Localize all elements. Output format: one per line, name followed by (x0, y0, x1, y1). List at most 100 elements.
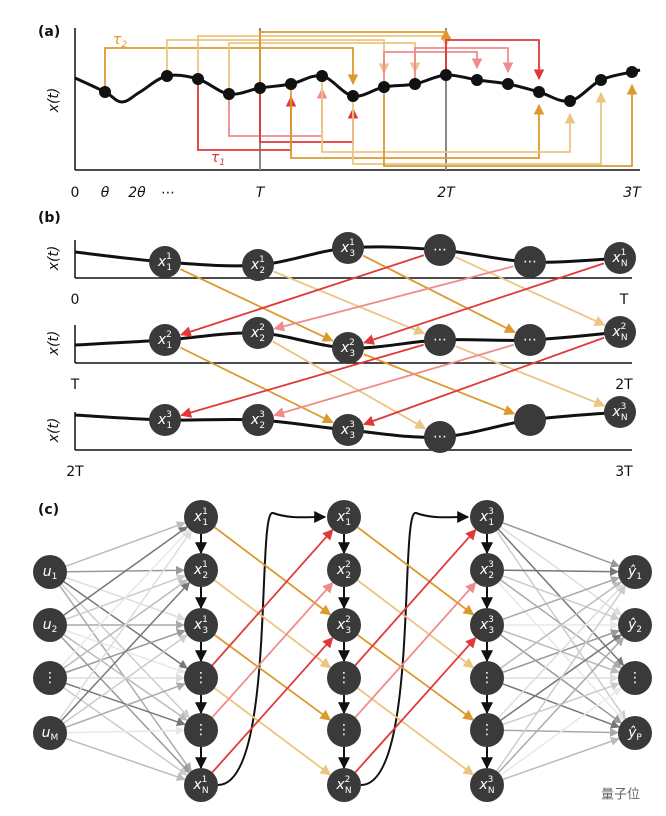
label-part: x (335, 777, 345, 793)
arrow (500, 687, 622, 776)
arrow (211, 636, 334, 773)
node-label: x2 3 (336, 615, 351, 636)
arrow (502, 522, 620, 568)
label-part: ŷ (627, 617, 637, 633)
label-part: 2 (52, 625, 58, 635)
label-part: x (340, 340, 350, 356)
label-part: 3 (488, 507, 494, 517)
node-label: x1 N (611, 248, 627, 269)
label-part: 3 (202, 626, 208, 636)
node-label: x1 2 (250, 255, 265, 276)
node (242, 404, 274, 436)
arrow (214, 579, 332, 669)
arrow (259, 88, 359, 143)
arrow (61, 528, 190, 667)
label-part: 3 (488, 615, 494, 625)
label-part: 1 (166, 341, 172, 351)
node-label: x3 2 (479, 560, 494, 581)
x-tick-label: 2T (437, 185, 456, 201)
label-part: u (43, 617, 52, 633)
sample-dot (440, 69, 452, 81)
arrow (500, 581, 622, 669)
node-label: ⋯ (523, 254, 537, 270)
arrow (445, 39, 545, 81)
label-part: x (250, 325, 260, 341)
x-tick-label: 0 (71, 185, 80, 201)
arrow (273, 265, 514, 332)
arrow (273, 270, 426, 335)
label-part: x (193, 562, 203, 578)
label-part: ⋮ (194, 670, 208, 686)
node-label: ⋯ (433, 429, 447, 445)
sample-dot (285, 78, 297, 90)
node (332, 232, 364, 264)
node-label: x1 2 (193, 560, 208, 581)
arrow (352, 91, 607, 165)
label-part: 2 (259, 266, 265, 276)
arrow (65, 682, 186, 728)
sample-dot (316, 70, 328, 82)
arrow (180, 343, 424, 418)
node (327, 608, 361, 642)
label-part: x (340, 422, 350, 438)
node-label: ⋮ (194, 722, 208, 738)
label-part: 1 (349, 238, 355, 248)
label-part: 2 (202, 571, 208, 581)
label-part: 1 (219, 158, 225, 168)
node (618, 716, 652, 750)
axis-start-label: 0 (71, 292, 80, 308)
label-part: 1 (202, 615, 208, 625)
label-part: x (611, 324, 621, 340)
label-part: x (479, 509, 489, 525)
label-part: 2 (345, 507, 351, 517)
label-part: 2 (345, 571, 351, 581)
sample-dot (192, 73, 204, 85)
label-part: x (193, 509, 203, 525)
node (604, 242, 636, 274)
node (242, 317, 274, 349)
arrow (498, 583, 624, 719)
label-part: 2 (259, 323, 265, 333)
label-part: ⋮ (337, 722, 351, 738)
node-label: ŷP (627, 725, 642, 743)
node (33, 661, 67, 695)
node-label: x1 3 (340, 238, 355, 259)
node (184, 768, 218, 802)
y-axis-label: x(t) (46, 418, 62, 444)
node-label: x3 N (611, 402, 627, 423)
node-label: x3 1 (479, 507, 494, 528)
node-label: uM (42, 725, 59, 743)
node-label: ⋮ (628, 670, 642, 686)
label-part: x (250, 412, 260, 428)
label-part: ⋯ (523, 254, 537, 270)
sample-dot (626, 66, 638, 78)
arrow (59, 530, 192, 720)
arrow (66, 725, 185, 735)
node (149, 324, 181, 356)
arrow (180, 254, 425, 337)
node (618, 555, 652, 589)
arrow (63, 634, 188, 724)
node-label: x2 N (335, 775, 351, 796)
label-part: 3 (259, 410, 265, 420)
node (332, 414, 364, 446)
axis-end-label: T (619, 292, 629, 308)
sample-dot (161, 70, 173, 82)
node (242, 249, 274, 281)
panel-label: (b) (38, 210, 61, 226)
node-label: x3 N (478, 775, 494, 796)
label-part: 3 (349, 249, 355, 259)
label-part: ŷ (627, 725, 637, 741)
node (604, 316, 636, 348)
node (470, 768, 504, 802)
label-part: 2 (166, 330, 172, 340)
node-label: x2 1 (336, 507, 351, 528)
node-label: ⋮ (194, 670, 208, 686)
label-part: N (621, 413, 628, 423)
label-part: 3 (488, 560, 494, 570)
arrow (166, 39, 390, 76)
node (604, 396, 636, 428)
node-label: x1 1 (193, 507, 208, 528)
label-part: u (42, 725, 51, 741)
node-label: x2 1 (157, 330, 172, 351)
